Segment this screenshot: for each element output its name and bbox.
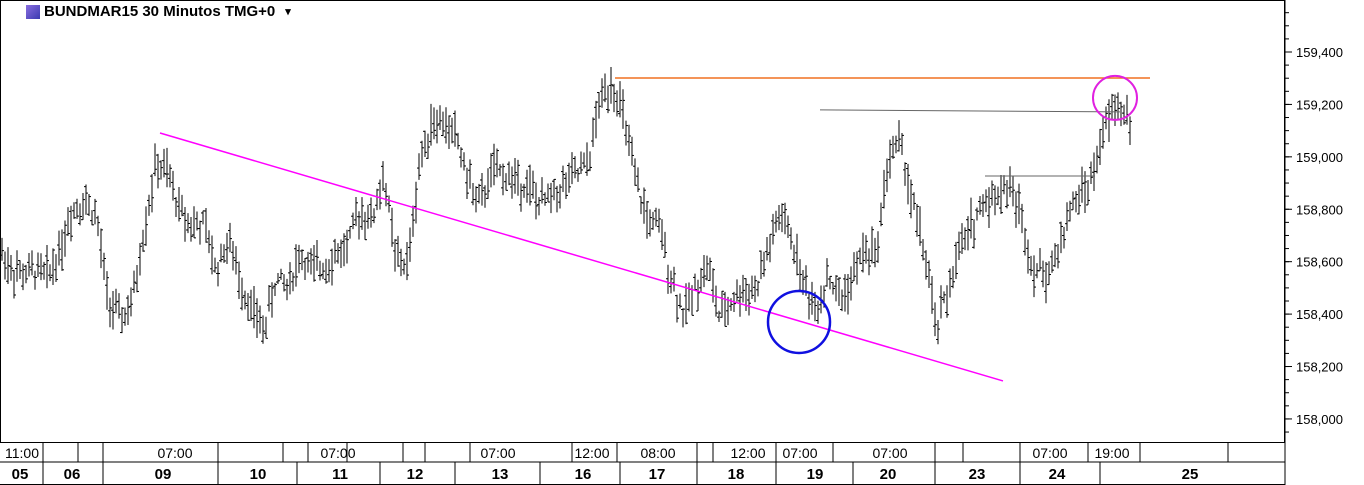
date-label: 17 xyxy=(649,466,666,483)
y-tick-label: 158,000 xyxy=(1296,412,1343,427)
date-label: 19 xyxy=(807,466,824,483)
date-label: 05 xyxy=(12,466,29,483)
time-label: 07:00 xyxy=(1032,445,1067,461)
time-label: 07:00 xyxy=(157,445,192,461)
time-label: 07:00 xyxy=(480,445,515,461)
y-tick-label: 158,600 xyxy=(1296,255,1343,270)
cfd-logo-icon xyxy=(26,4,40,19)
time-label: 08:00 xyxy=(640,445,675,461)
date-label: 11 xyxy=(332,466,348,483)
gray-level-line xyxy=(819,109,1121,113)
y-tick-label: 159,000 xyxy=(1296,150,1343,165)
chevron-down-icon[interactable]: ▾ xyxy=(285,6,291,18)
time-label: 11:00 xyxy=(5,445,39,461)
date-label: 06 xyxy=(64,466,81,483)
plot-frame xyxy=(0,0,1285,443)
date-label: 24 xyxy=(1049,466,1066,483)
y-tick-label: 158,800 xyxy=(1296,202,1343,217)
y-tick-label: 158,400 xyxy=(1296,307,1343,322)
date-label: 12 xyxy=(407,466,424,483)
date-label: 23 xyxy=(969,466,986,483)
date-label: 10 xyxy=(250,466,267,483)
highlight-circle xyxy=(1092,74,1138,121)
time-label: 07:00 xyxy=(320,445,355,461)
highlight-circle xyxy=(766,289,832,355)
date-label: 13 xyxy=(492,466,509,483)
time-label: 07:00 xyxy=(872,445,907,461)
date-label: 20 xyxy=(880,466,897,483)
trendline xyxy=(159,132,1004,382)
chart-title[interactable]: BUNDMAR15 30 Minutos TMG+0 ▾ xyxy=(26,3,291,20)
time-label: 12:00 xyxy=(574,445,609,461)
y-tick-label: 158,200 xyxy=(1296,360,1343,375)
date-label: 16 xyxy=(575,466,592,483)
ohlc-bars xyxy=(0,67,1132,345)
time-label: 19:00 xyxy=(1094,445,1129,461)
y-tick-label: 159,400 xyxy=(1296,45,1343,60)
date-label: 25 xyxy=(1182,466,1199,483)
instrument-label: BUNDMAR15 30 Minutos TMG+0 xyxy=(44,3,276,20)
time-label: 12:00 xyxy=(730,445,765,461)
time-label: 07:00 xyxy=(782,445,817,461)
date-label: 18 xyxy=(728,466,745,483)
date-label: 09 xyxy=(155,466,172,483)
y-tick-label: 159,200 xyxy=(1296,97,1343,112)
